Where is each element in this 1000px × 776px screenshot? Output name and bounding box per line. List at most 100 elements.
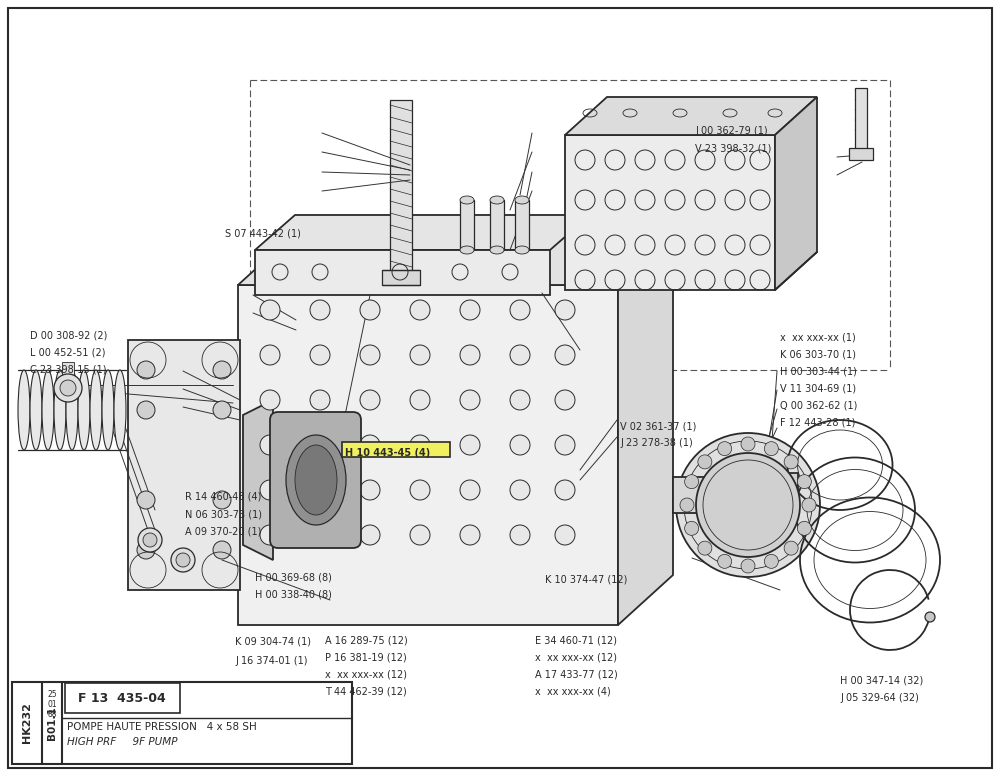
Bar <box>855 88 867 153</box>
Polygon shape <box>382 270 420 285</box>
Bar <box>12 682 352 764</box>
Circle shape <box>260 525 280 545</box>
Circle shape <box>260 480 280 500</box>
Bar <box>849 148 873 160</box>
Circle shape <box>360 345 380 365</box>
Text: H 00 369-68 (8): H 00 369-68 (8) <box>255 573 332 583</box>
Text: V 02 361-37 (1): V 02 361-37 (1) <box>620 421 696 431</box>
Circle shape <box>460 390 480 410</box>
Polygon shape <box>243 400 273 560</box>
Circle shape <box>213 401 231 419</box>
Polygon shape <box>775 97 817 290</box>
Circle shape <box>797 521 811 535</box>
Bar <box>255 250 550 295</box>
Polygon shape <box>763 477 788 513</box>
Circle shape <box>784 455 798 469</box>
Text: HK232: HK232 <box>22 702 32 743</box>
Polygon shape <box>255 215 590 250</box>
Circle shape <box>260 300 280 320</box>
Polygon shape <box>618 235 673 625</box>
Ellipse shape <box>490 196 504 204</box>
Circle shape <box>137 491 155 509</box>
Ellipse shape <box>78 370 90 450</box>
Circle shape <box>137 541 155 559</box>
Text: R 14 460-48 (4): R 14 460-48 (4) <box>185 492 261 502</box>
Circle shape <box>680 498 694 512</box>
Circle shape <box>685 475 699 489</box>
Circle shape <box>213 361 231 379</box>
Circle shape <box>143 533 157 547</box>
Circle shape <box>764 554 778 568</box>
Circle shape <box>137 401 155 419</box>
Circle shape <box>60 380 76 396</box>
Circle shape <box>718 442 732 456</box>
Circle shape <box>764 442 778 456</box>
Bar <box>390 100 412 280</box>
Circle shape <box>260 435 280 455</box>
Bar <box>673 477 763 513</box>
Text: F 13  435-04: F 13 435-04 <box>78 691 166 705</box>
Ellipse shape <box>102 370 114 450</box>
Circle shape <box>410 390 430 410</box>
Text: K 09 304-74 (1): K 09 304-74 (1) <box>235 636 311 646</box>
Circle shape <box>410 435 430 455</box>
Ellipse shape <box>515 246 529 254</box>
Circle shape <box>360 390 380 410</box>
Circle shape <box>138 528 162 552</box>
Circle shape <box>555 435 575 455</box>
Circle shape <box>510 525 530 545</box>
Text: x  xx xxx-xx (12): x xx xxx-xx (12) <box>325 670 407 680</box>
Ellipse shape <box>54 370 66 450</box>
Circle shape <box>510 345 530 365</box>
Text: H 00 347-14 (32): H 00 347-14 (32) <box>840 676 923 686</box>
Ellipse shape <box>295 445 337 515</box>
Text: V 11 304-69 (1): V 11 304-69 (1) <box>780 383 856 393</box>
Polygon shape <box>565 97 817 135</box>
Circle shape <box>310 390 330 410</box>
Polygon shape <box>785 473 798 517</box>
Circle shape <box>360 480 380 500</box>
Circle shape <box>676 433 820 577</box>
Text: 88: 88 <box>47 710 57 719</box>
Circle shape <box>510 300 530 320</box>
Ellipse shape <box>460 246 474 254</box>
Text: HIGH PRF     9F PUMP: HIGH PRF 9F PUMP <box>67 737 178 747</box>
Circle shape <box>460 300 480 320</box>
Text: C 23 398-15 (1): C 23 398-15 (1) <box>30 365 106 375</box>
Text: H 00 303-44 (1): H 00 303-44 (1) <box>780 366 857 376</box>
Text: F 12 443-28 (1): F 12 443-28 (1) <box>780 417 855 428</box>
Circle shape <box>555 480 575 500</box>
Text: 01: 01 <box>47 700 57 709</box>
Text: x  xx xxx-xx (1): x xx xxx-xx (1) <box>780 332 856 342</box>
Circle shape <box>410 480 430 500</box>
Circle shape <box>360 300 380 320</box>
Ellipse shape <box>18 370 30 450</box>
Ellipse shape <box>490 246 504 254</box>
Circle shape <box>510 435 530 455</box>
FancyBboxPatch shape <box>270 412 361 548</box>
Text: Q 00 362-62 (1): Q 00 362-62 (1) <box>780 400 857 411</box>
Text: K 10 374-47 (12): K 10 374-47 (12) <box>545 574 627 584</box>
Circle shape <box>696 453 800 557</box>
Circle shape <box>310 300 330 320</box>
Circle shape <box>685 521 699 535</box>
Bar <box>515 200 529 250</box>
Circle shape <box>410 345 430 365</box>
Circle shape <box>54 374 82 402</box>
Circle shape <box>171 548 195 572</box>
Ellipse shape <box>515 196 529 204</box>
Circle shape <box>555 525 575 545</box>
Circle shape <box>360 525 380 545</box>
Bar <box>565 135 775 290</box>
Circle shape <box>698 541 712 555</box>
Text: J 05 329-64 (32): J 05 329-64 (32) <box>840 693 919 703</box>
Text: P 16 381-19 (12): P 16 381-19 (12) <box>325 653 407 663</box>
Text: x  xx xxx-xx (12): x xx xxx-xx (12) <box>535 653 617 663</box>
Text: POMPE HAUTE PRESSION   4 x 58 SH: POMPE HAUTE PRESSION 4 x 58 SH <box>67 722 257 732</box>
Circle shape <box>310 480 330 500</box>
Circle shape <box>460 480 480 500</box>
Text: H 00 338-40 (8): H 00 338-40 (8) <box>255 590 332 600</box>
Circle shape <box>741 559 755 573</box>
Circle shape <box>741 437 755 451</box>
Ellipse shape <box>286 435 346 525</box>
